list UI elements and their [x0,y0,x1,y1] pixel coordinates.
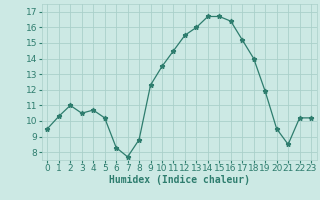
X-axis label: Humidex (Indice chaleur): Humidex (Indice chaleur) [109,175,250,185]
